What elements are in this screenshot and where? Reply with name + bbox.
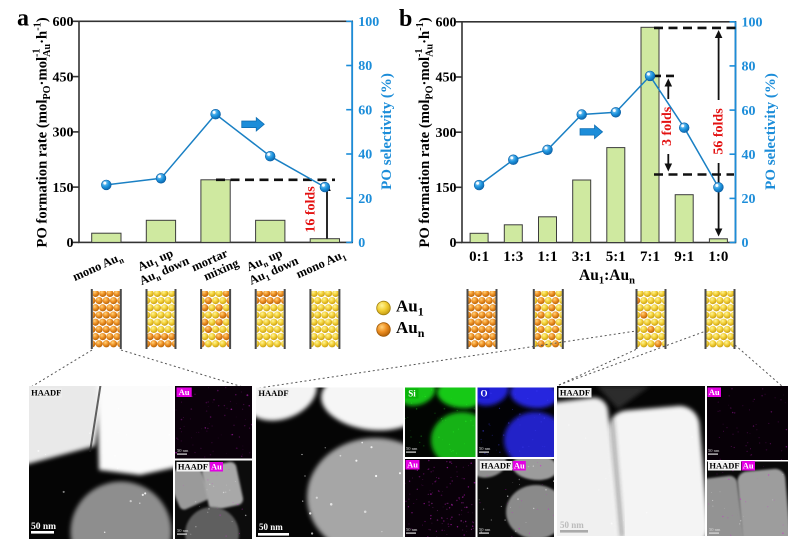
svg-text:mono Aun: mono Aun <box>70 249 125 285</box>
svg-text:60: 60 <box>358 103 372 118</box>
svg-text:a: a <box>17 6 29 32</box>
svg-text:HAADF: HAADF <box>481 461 511 471</box>
svg-text:40: 40 <box>742 148 756 163</box>
svg-text:0: 0 <box>67 236 74 251</box>
svg-text:Au: Au <box>709 387 720 397</box>
svg-text:9:1: 9:1 <box>674 249 694 265</box>
svg-text:PO selectivity (%): PO selectivity (%) <box>379 73 395 190</box>
svg-text:PO formation rate (molPO·molAu: PO formation rate (molPO·molAu-1·h-1) <box>32 17 53 247</box>
svg-text:600: 600 <box>436 16 457 31</box>
svg-text:3 folds: 3 folds <box>660 106 675 146</box>
svg-text:7:1: 7:1 <box>640 249 660 265</box>
svg-text:mono Au1: mono Au1 <box>294 247 348 283</box>
svg-text:100: 100 <box>358 15 379 30</box>
svg-text:20: 20 <box>742 192 756 207</box>
svg-text:50 nm: 50 nm <box>479 527 491 532</box>
svg-text:80: 80 <box>358 59 372 74</box>
svg-text:50 nm: 50 nm <box>560 520 584 530</box>
svg-text:Au: Au <box>179 387 190 397</box>
svg-text:PO selectivity (%): PO selectivity (%) <box>763 73 779 190</box>
svg-text:150: 150 <box>53 181 74 196</box>
svg-text:O: O <box>480 389 487 399</box>
svg-text:50 nm: 50 nm <box>406 527 418 532</box>
svg-text:0: 0 <box>742 236 749 251</box>
svg-text:HAADF: HAADF <box>560 388 590 398</box>
svg-text:300: 300 <box>436 126 457 141</box>
svg-text:HAADF: HAADF <box>709 461 739 471</box>
svg-text:HAADF: HAADF <box>31 388 61 398</box>
svg-text:60: 60 <box>742 104 756 119</box>
svg-text:Au1:Aun: Au1:Aun <box>579 267 635 287</box>
svg-text:0: 0 <box>450 236 457 251</box>
svg-text:Aun: Aun <box>396 318 425 340</box>
svg-text:50 nm: 50 nm <box>406 446 418 451</box>
svg-text:5:1: 5:1 <box>606 249 626 265</box>
svg-text:150: 150 <box>436 181 457 196</box>
svg-text:450: 450 <box>53 70 74 85</box>
svg-text:HAADF: HAADF <box>258 388 288 398</box>
svg-text:100: 100 <box>742 16 763 31</box>
svg-text:Au: Au <box>514 461 525 471</box>
svg-text:0: 0 <box>358 236 365 251</box>
svg-text:Au: Au <box>743 461 754 471</box>
svg-text:50 nm: 50 nm <box>708 448 720 453</box>
svg-text:HAADF: HAADF <box>178 462 208 472</box>
svg-text:50 nm: 50 nm <box>259 522 283 532</box>
svg-text:600: 600 <box>53 15 74 30</box>
svg-text:Si: Si <box>408 389 416 399</box>
svg-text:40: 40 <box>358 148 372 163</box>
svg-text:50 nm: 50 nm <box>31 522 56 532</box>
svg-text:0:1: 0:1 <box>469 249 489 265</box>
svg-text:Au1: Au1 <box>396 297 424 319</box>
svg-text:1:0: 1:0 <box>708 249 728 265</box>
svg-text:50 nm: 50 nm <box>177 448 189 453</box>
svg-text:Au: Au <box>407 460 418 470</box>
svg-text:Au: Au <box>211 462 222 472</box>
svg-text:16 folds: 16 folds <box>304 186 319 233</box>
svg-text:450: 450 <box>436 71 457 86</box>
svg-text:1:1: 1:1 <box>538 249 558 265</box>
svg-text:50 nm: 50 nm <box>479 446 491 451</box>
svg-text:1:3: 1:3 <box>503 249 523 265</box>
svg-text:300: 300 <box>53 126 74 141</box>
svg-text:50 nm: 50 nm <box>709 527 721 532</box>
svg-text:20: 20 <box>358 192 372 207</box>
svg-text:50 nm: 50 nm <box>177 528 189 533</box>
svg-text:80: 80 <box>742 60 756 75</box>
svg-text:3:1: 3:1 <box>572 249 592 265</box>
svg-text:56 folds: 56 folds <box>712 108 727 155</box>
svg-text:PO formation rate (molPO·molAu: PO formation rate (molPO·molAu-1·h-1) <box>414 17 435 247</box>
svg-text:b: b <box>399 6 412 32</box>
